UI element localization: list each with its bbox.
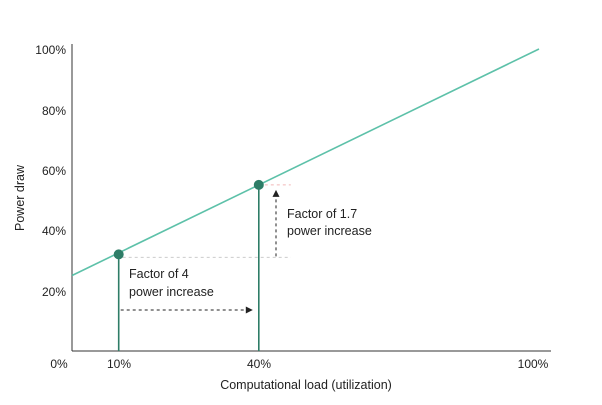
annotation-vertical-line1: Factor of 1.7 <box>287 207 357 221</box>
data-point-40pct <box>253 179 264 190</box>
arrow-head-right-icon <box>245 306 253 314</box>
power-draw-line <box>71 48 540 277</box>
y-tick-label-60: 60% <box>42 164 66 178</box>
y-axis-title: Power draw <box>13 164 27 231</box>
data-point-10pct <box>113 249 124 260</box>
y-tick-label-40: 40% <box>42 224 66 238</box>
annotation-horizontal-line1: Factor of 4 <box>129 267 189 281</box>
x-tick-label-100: 100% <box>518 357 549 371</box>
x-tick-label-40: 40% <box>247 357 271 371</box>
annotation-vertical-line2: power increase <box>287 224 372 238</box>
annotation-horizontal-line2: power increase <box>129 285 214 299</box>
x-tick-label-10: 10% <box>107 357 131 371</box>
x-axis-title: Computational load (utilization) <box>220 378 392 392</box>
arrow-head-up-icon <box>272 189 280 197</box>
y-tick-label-100: 100% <box>35 43 66 57</box>
y-tick-label-20: 20% <box>42 285 66 299</box>
x-tick-label-0: 0% <box>50 357 68 371</box>
y-tick-label-80: 80% <box>42 104 66 118</box>
